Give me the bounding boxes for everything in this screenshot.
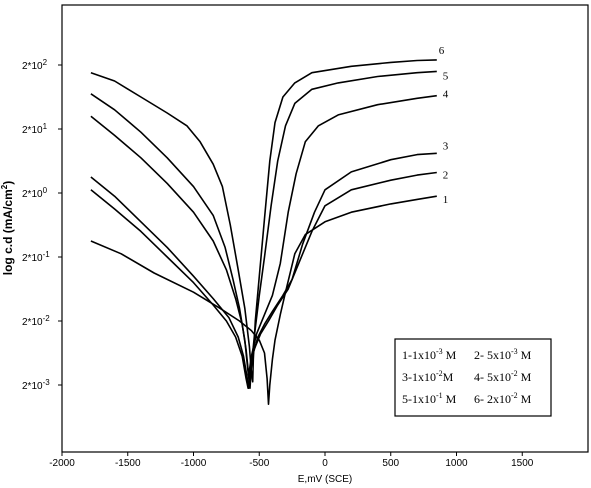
series-lines — [90, 59, 437, 405]
legend-entry: 1-1x10-3 M — [402, 347, 457, 362]
y-tick-label: 2*101 — [22, 122, 48, 136]
series-number-labels: 1 2 3 4 5 6 — [439, 45, 449, 206]
legend-entry: 2- 5x10-3 M — [474, 347, 532, 362]
series-line-4 — [90, 94, 437, 377]
x-tick-label: 500 — [382, 458, 399, 469]
series-label-1: 1 — [443, 194, 449, 206]
y-axis-title-main: log c.d (mA/cm — [1, 189, 15, 275]
x-tick-label: -2000 — [49, 458, 75, 469]
legend-entry: 6- 2x10-2 M — [474, 391, 532, 406]
x-tick-label: 1000 — [445, 458, 468, 469]
y-tick-label: 2*102 — [22, 58, 48, 72]
y-axis-ticks: 2*102 2*101 2*100 2*10-1 2*10-2 2*10-3 — [22, 58, 62, 392]
y-tick-label: 2*10-1 — [22, 250, 50, 264]
series-label-2: 2 — [443, 170, 449, 182]
series-label-4: 4 — [443, 89, 449, 101]
x-tick-label: 0 — [322, 458, 328, 469]
series-label-5: 5 — [443, 70, 449, 82]
legend-entry: 3-1x10-2M — [402, 369, 454, 384]
y-tick-label: 2*10-2 — [22, 314, 50, 328]
legend: 1-1x10-3 M 2- 5x10-3 M 3-1x10-2M 4- 5x10-2 … — [394, 338, 552, 417]
series-label-6: 6 — [439, 45, 445, 57]
y-tick-label: 2*10-3 — [22, 378, 50, 392]
y-axis-title-sup: 2 — [0, 184, 9, 189]
series-label-3: 3 — [443, 140, 449, 152]
x-tick-label: -500 — [249, 458, 269, 469]
x-tick-label: -1000 — [181, 458, 207, 469]
y-tick-label: 2*100 — [22, 186, 48, 200]
legend-entries: 1-1x10-3 M 2- 5x10-3 M 3-1x10-2M 4- 5x10-2 … — [402, 347, 532, 406]
legend-entry: 5-1x10-1 M — [402, 391, 457, 406]
y-axis-title-close: ) — [1, 181, 15, 185]
series-line-6 — [90, 59, 437, 383]
legend-entry: 4- 5x10-2 M — [474, 369, 532, 384]
x-axis-ticks: -2000 -1500 -1000 -500 0 500 1000 1500 — [49, 452, 534, 469]
x-tick-label: -1500 — [115, 458, 141, 469]
x-tick-label: 1500 — [511, 458, 534, 469]
legend-box — [394, 338, 552, 417]
y-axis-title: log c.d (mA/cm2) — [0, 181, 15, 275]
x-axis-title: E,mV (SCE) — [298, 474, 352, 485]
